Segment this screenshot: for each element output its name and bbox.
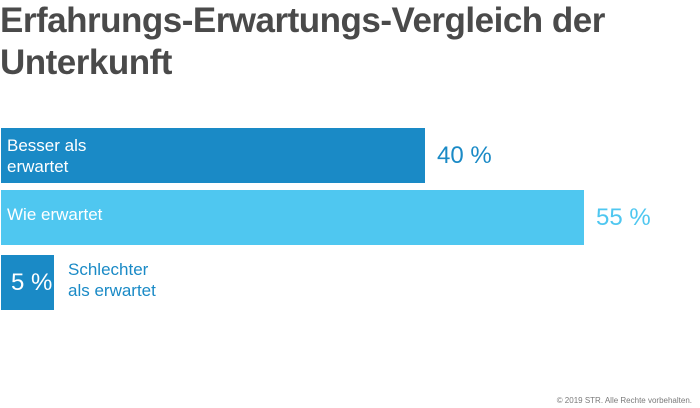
bar-label-3: Schlechter als erwartet [68,260,156,300]
bar-value-3: 5 % [11,269,53,296]
bar-label-1: Besser als erwartet [7,136,87,176]
bar-2 [1,190,584,245]
bar-1 [1,128,425,183]
bar-label-2: Wie erwartet [7,205,103,224]
bar-value-1: 40 % [437,142,492,169]
bar-3 [1,255,54,310]
chart-title: Erfahrungs-Erwartungs-Vergleich der Unte… [0,1,605,82]
copyright-text: © 2019 STR. Alle Rechte vorbehalten. [556,396,692,405]
bar-value-2: 55 % [596,204,651,231]
